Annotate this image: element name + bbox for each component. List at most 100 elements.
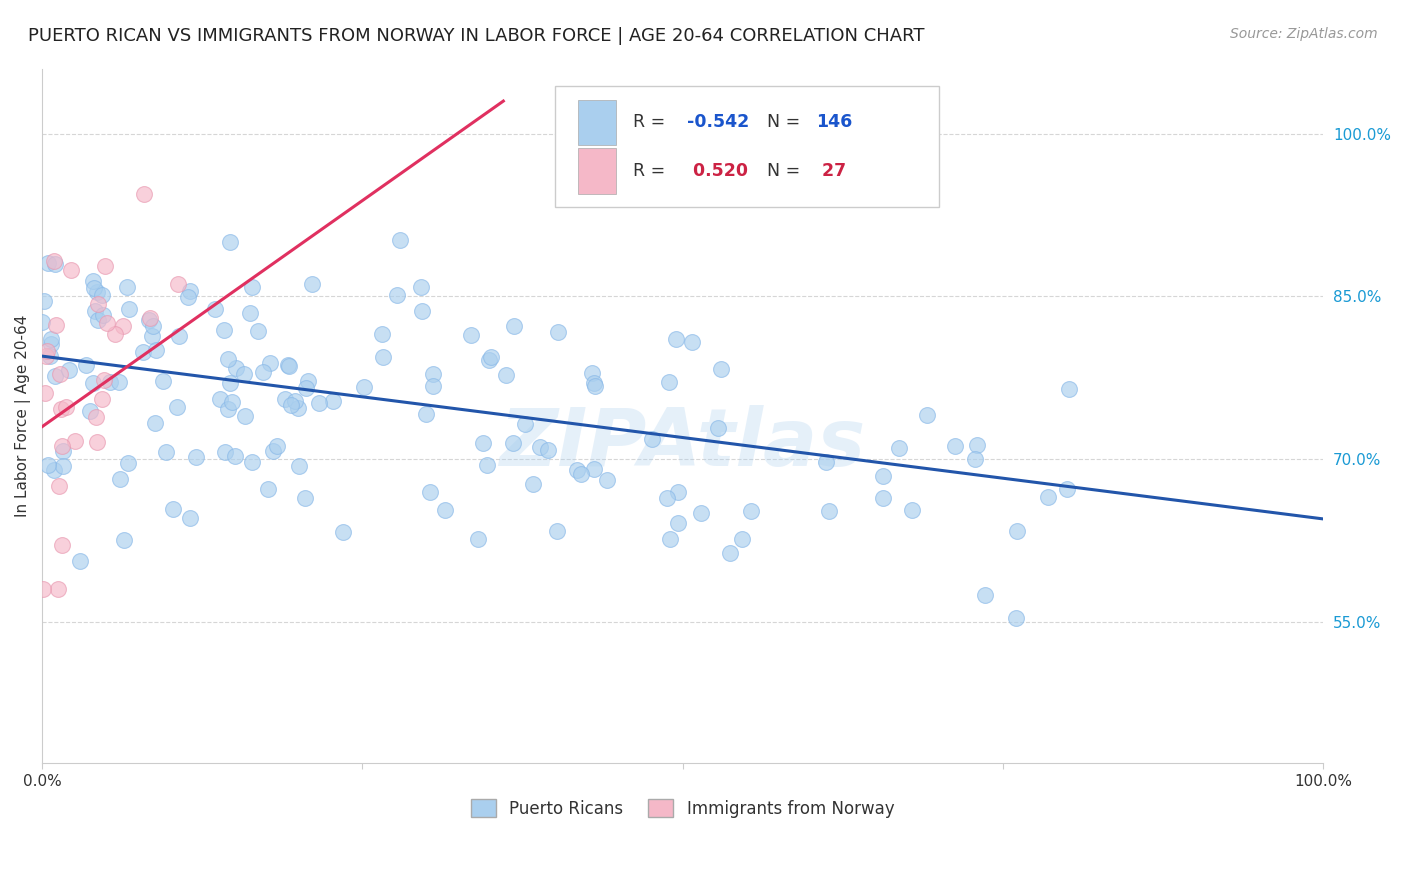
Point (152, 374, 174, 388)
Point (103, 326, 125, 341)
Point (681, 334, 703, 349)
Text: Source: ZipAtlas.com: Source: ZipAtlas.com (1230, 27, 1378, 41)
Point (409, 280, 432, 294)
Point (91, 288, 114, 302)
Point (689, 506, 711, 520)
Point (294, 491, 316, 505)
Point (730, 533, 752, 547)
Point (233, 409, 256, 424)
Point (45, 318, 67, 333)
Point (94, 259, 117, 273)
Point (262, 444, 284, 458)
Point (204, 301, 226, 316)
Point (108, 472, 131, 486)
Point (247, 324, 270, 338)
Point (209, 392, 232, 406)
Point (433, 503, 456, 517)
Point (943, 439, 966, 453)
Point (422, 368, 444, 382)
Point (141, 329, 163, 343)
Point (740, 504, 762, 518)
Point (966, 438, 988, 452)
Point (917, 408, 939, 422)
Point (467, 532, 489, 546)
Bar (554, 86, 939, 208)
Point (39, 333, 62, 347)
Point (257, 482, 280, 496)
Text: N =: N = (768, 113, 806, 131)
Point (332, 525, 354, 540)
Point (889, 441, 911, 455)
Point (872, 491, 894, 506)
Point (217, 402, 239, 417)
Point (259, 355, 281, 369)
Point (93, 374, 115, 388)
Point (86, 434, 108, 449)
Text: R =: R = (633, 113, 671, 131)
Point (1004, 611, 1026, 625)
Point (214, 444, 236, 458)
Point (817, 503, 839, 517)
Text: 0.520: 0.520 (686, 162, 748, 180)
Point (278, 359, 301, 374)
Point (217, 351, 239, 366)
Point (872, 469, 894, 483)
Text: 27: 27 (815, 162, 846, 180)
Point (419, 484, 441, 499)
Text: N =: N = (768, 162, 806, 180)
Point (100, 375, 122, 389)
Point (42, 254, 65, 268)
Point (666, 484, 689, 499)
Point (221, 395, 243, 409)
Point (411, 304, 433, 318)
Point (655, 491, 678, 505)
Point (118, 301, 141, 316)
Point (353, 380, 375, 394)
Point (87, 312, 110, 326)
Point (900, 503, 922, 517)
Point (91, 392, 114, 406)
Point (87, 297, 110, 311)
Point (295, 381, 318, 395)
Text: 146: 146 (815, 113, 852, 131)
Point (233, 367, 256, 381)
Point (546, 524, 568, 538)
Point (52, 444, 75, 458)
Point (238, 306, 260, 320)
Point (34, 385, 56, 400)
Text: -0.542: -0.542 (686, 113, 749, 131)
Point (242, 454, 264, 468)
Point (297, 374, 319, 388)
Y-axis label: In Labor Force | Age 20-64: In Labor Force | Age 20-64 (15, 315, 31, 517)
Point (596, 473, 619, 487)
Point (513, 417, 536, 431)
Point (1036, 490, 1059, 504)
Point (276, 358, 298, 372)
Point (567, 463, 589, 477)
Point (96, 316, 118, 330)
Point (371, 327, 394, 342)
Point (388, 234, 411, 248)
Point (51, 439, 73, 453)
Point (1005, 524, 1028, 538)
Point (582, 462, 605, 476)
Point (537, 443, 560, 458)
Point (132, 345, 155, 359)
Point (166, 400, 188, 414)
Point (51, 538, 73, 552)
Point (219, 235, 242, 250)
Point (82, 274, 104, 288)
Point (495, 368, 517, 382)
Point (284, 393, 307, 408)
Point (214, 323, 236, 337)
Point (581, 366, 603, 380)
Point (167, 329, 190, 343)
Point (51, 401, 73, 416)
Point (39, 337, 62, 351)
Point (37, 256, 59, 270)
Point (422, 378, 444, 392)
Point (710, 362, 733, 376)
Point (32, 293, 55, 308)
Point (219, 376, 242, 390)
Point (63, 434, 86, 448)
